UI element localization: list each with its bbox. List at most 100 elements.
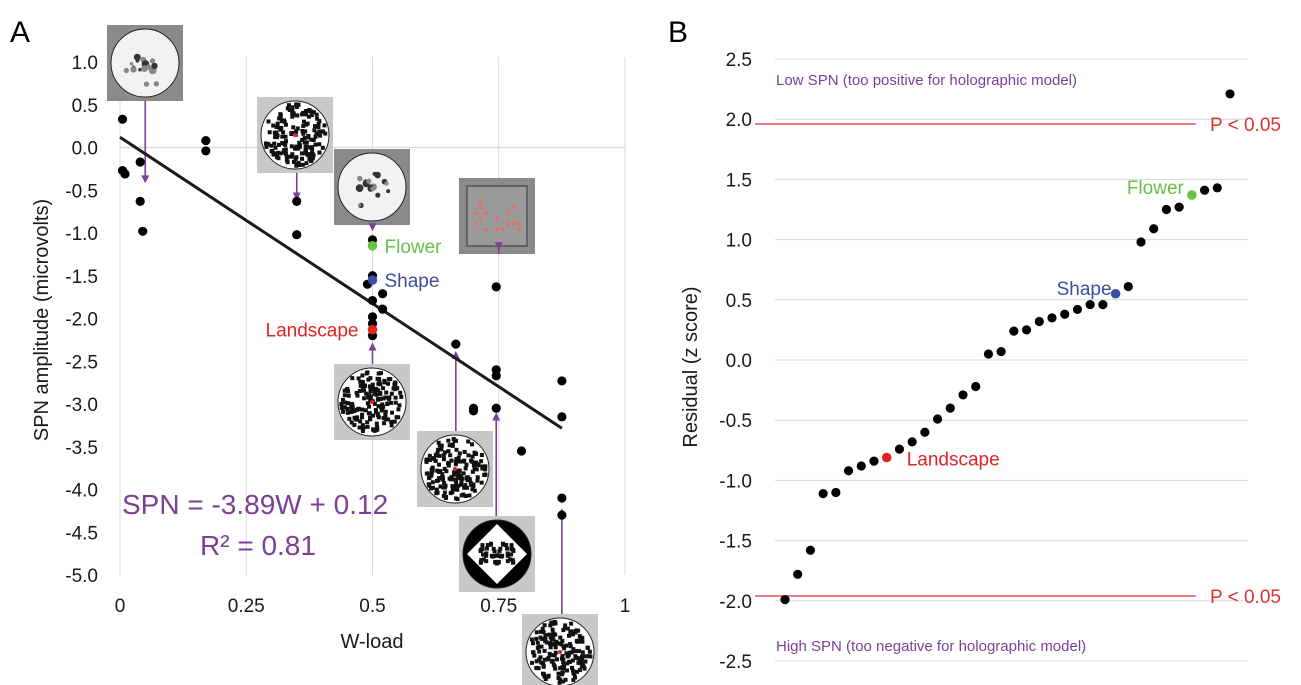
thumbnail-pixel xyxy=(576,649,581,654)
panel-b-letter: B xyxy=(668,16,688,49)
thumbnail-pixel xyxy=(372,387,377,392)
panel-a-data-point xyxy=(557,510,567,520)
panel-a-label-flower: Flower xyxy=(385,237,443,258)
thumbnail-pixel xyxy=(480,466,485,471)
panel-a-y-axis-label: SPN amplitude (microvolts) xyxy=(31,199,53,441)
thumbnail-pixel xyxy=(278,112,283,117)
thumbnail-pixel xyxy=(374,421,379,426)
thumbnail-pixel xyxy=(375,397,380,402)
thumbnail-pixel xyxy=(383,409,388,414)
thumbnail-pixel xyxy=(395,386,400,391)
thumbnail-pixel xyxy=(450,442,455,447)
thumbnail-pixel xyxy=(302,136,307,141)
thumbnail-pixel xyxy=(430,485,435,490)
thumbnail-pixel xyxy=(474,467,479,472)
panel-a-y-tick-label: -2.0 xyxy=(65,310,98,331)
thumbnail-pixel xyxy=(267,130,272,135)
thumbnail-pixel xyxy=(290,110,295,115)
thumbnail-pixel xyxy=(575,669,580,674)
thumbnail-pixel xyxy=(580,654,585,659)
thumbnail-pixel xyxy=(467,493,472,498)
thumbnail-pixel xyxy=(446,449,451,454)
thumbnail-pixel xyxy=(480,543,485,548)
panel-a-chart: A 1.0 0.5 0.0 -0.5 -1.0 -1.5 -2.0 -2.5 -3.0 -3.5 -… xyxy=(10,16,630,685)
thumbnail-pixel xyxy=(461,492,466,497)
thumbnail-fixation xyxy=(558,650,562,654)
panel-a-x-tick-label: 0.5 xyxy=(359,596,385,617)
thumbnail-dot xyxy=(484,211,488,215)
thumbnail-pixel xyxy=(540,636,545,641)
thumbnail-pixel xyxy=(570,629,575,634)
thumbnail-pixel xyxy=(313,142,318,147)
thumbnail-dot xyxy=(478,216,483,221)
panel-b-label-flower: Flower xyxy=(1127,178,1185,199)
panel-b-data-point xyxy=(1174,202,1184,212)
panel-b-data-point xyxy=(818,489,828,499)
thumbnail-pixel xyxy=(540,626,545,631)
panel-b-data-point xyxy=(1021,325,1032,335)
thumbnail-pixel xyxy=(301,123,306,128)
thumbnail-fixation xyxy=(293,133,297,137)
thumbnail-pixel xyxy=(299,151,304,156)
thumbnail-pixel xyxy=(462,459,467,464)
thumbnail-pixel xyxy=(311,153,316,158)
thumbnail-pixel xyxy=(564,651,569,656)
thumbnail-pixel xyxy=(453,486,458,491)
thumbnail-pixel xyxy=(568,644,573,649)
thumbnail-pixel xyxy=(471,463,476,468)
thumbnail-pixel xyxy=(431,456,436,461)
panel-b-data-point xyxy=(1149,224,1159,234)
thumbnail-pixel xyxy=(563,677,568,682)
thumbnail-pixel xyxy=(350,376,355,381)
thumbnail-pixel xyxy=(467,477,472,482)
thumbnail-pixel xyxy=(490,554,495,559)
thumbnail-pixel xyxy=(470,487,475,492)
thumbnail-pixel xyxy=(276,156,281,161)
thumbnail-pixel xyxy=(358,383,363,388)
thumbnail-pixel xyxy=(362,396,367,401)
thumbnail-dot xyxy=(357,175,363,182)
thumbnail-pixel xyxy=(272,141,277,146)
panel-b-data-point xyxy=(856,461,866,471)
thumbnail-pixel xyxy=(356,376,361,381)
thumbnail-pixel xyxy=(350,404,355,409)
thumbnail-pixel xyxy=(317,119,322,124)
thumbnail-pixel xyxy=(284,151,289,156)
panel-b-data-point xyxy=(831,487,841,498)
thumbnail-pixel xyxy=(293,146,298,151)
thumbnail-dot xyxy=(141,65,148,73)
thumbnail-pixel xyxy=(458,459,463,464)
thumbnail-pixel xyxy=(505,551,510,556)
panel-a-data-point xyxy=(367,295,378,306)
thumbnail-dot xyxy=(500,227,505,232)
thumbnail-pixel xyxy=(541,672,546,677)
thumbnail-pixel xyxy=(348,410,353,415)
panel-b-data-point xyxy=(1199,185,1210,195)
thumbnail-pixel xyxy=(345,410,350,415)
thumbnail-pixel xyxy=(483,467,488,472)
thumbnail-pixel xyxy=(471,482,476,487)
panel-b-y-axis-label: Residual (z score) xyxy=(680,286,702,447)
panel-b-data-point xyxy=(996,346,1006,357)
thumbnail-pixel xyxy=(436,469,441,474)
thumbnail-pixel xyxy=(304,140,309,145)
thumbnail-pixel xyxy=(441,477,446,482)
thumbnail-dot xyxy=(370,186,375,192)
thumbnail-pixel xyxy=(281,118,286,123)
thumbnail-pixel xyxy=(269,143,274,148)
panel-b-y-tick-label: 0.5 xyxy=(726,291,752,312)
thumbnail-pixel xyxy=(441,494,446,499)
thumbnail-pixel xyxy=(480,552,485,557)
thumbnail-pixel xyxy=(378,396,383,401)
thumbnail-pixel xyxy=(569,665,574,670)
panel-b-data-point xyxy=(958,390,968,400)
thumbnail-pixel xyxy=(356,407,361,412)
thumbnail-fixation xyxy=(370,400,374,404)
thumbnail-dot xyxy=(129,62,134,66)
thumbnail-pixel xyxy=(301,131,306,136)
thumbnail-pixel xyxy=(569,650,574,655)
stimulus-thumbnail-noise xyxy=(257,97,333,173)
thumbnail-pixel xyxy=(472,450,477,455)
thumbnail-pixel xyxy=(577,634,582,639)
